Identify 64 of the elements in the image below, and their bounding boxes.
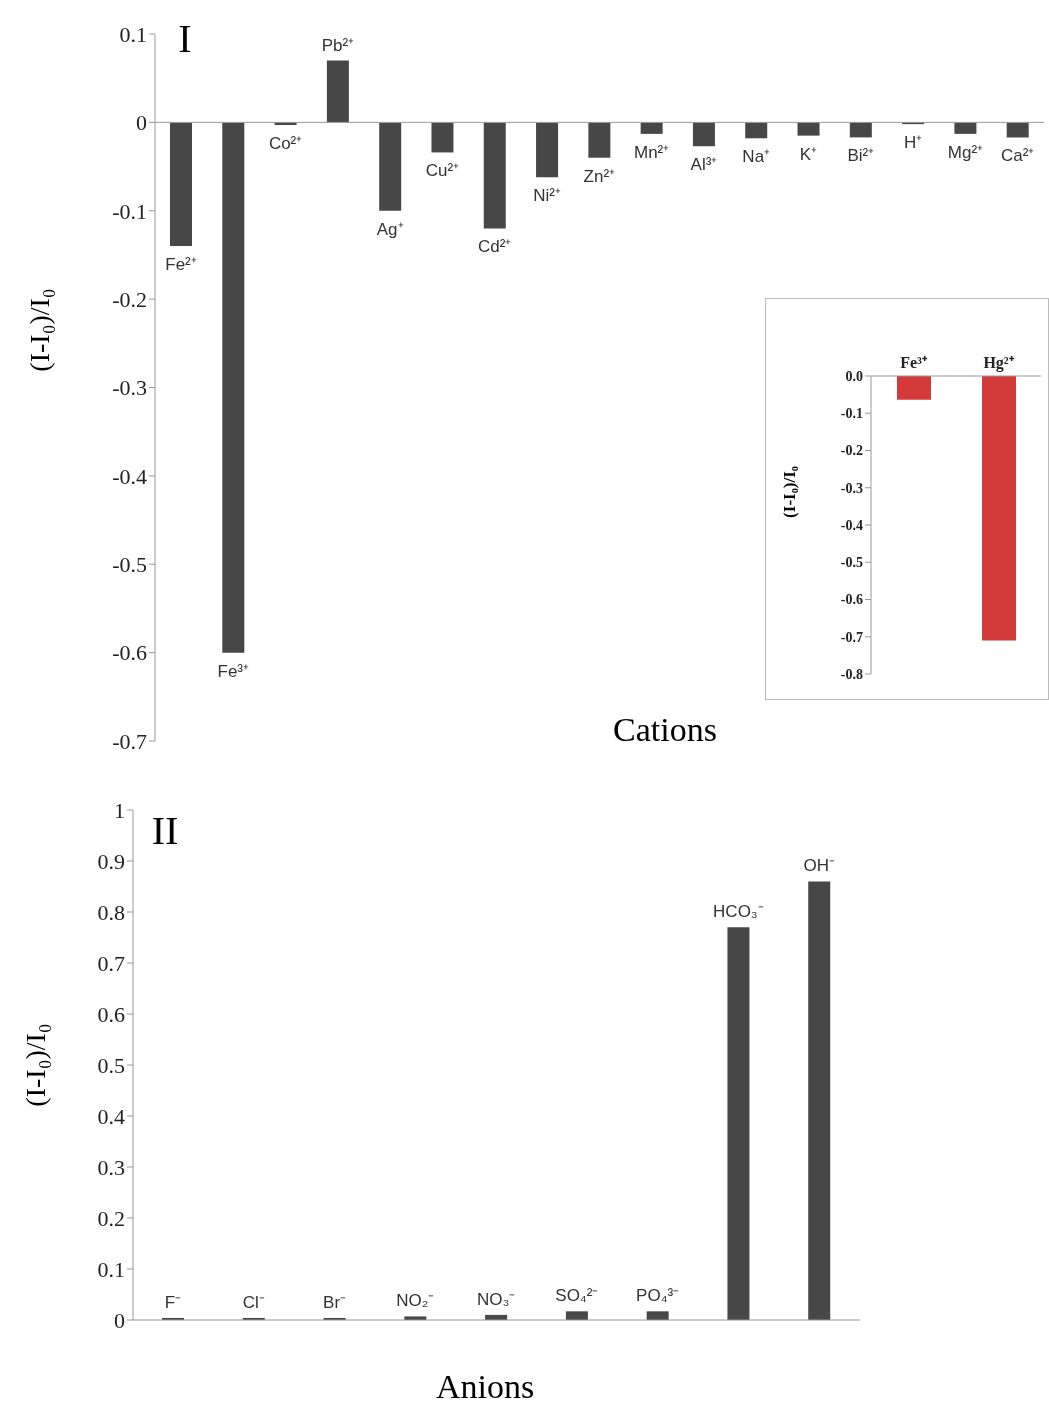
y-tick-label: -0.2 bbox=[840, 443, 863, 459]
x-tick-label: Ca²⁺ bbox=[1001, 146, 1035, 166]
x-axis-title: Cations bbox=[613, 711, 717, 749]
x-tick-label: Fe³⁺ bbox=[217, 661, 250, 681]
x-tick-label: Zn²⁺ bbox=[583, 166, 616, 186]
x-tick-label: Mg²⁺ bbox=[947, 142, 984, 162]
x-tick-label: Cd²⁺ bbox=[478, 237, 512, 257]
annotation: I bbox=[178, 14, 192, 62]
x-tick-label: SO₄²⁻ bbox=[555, 1286, 599, 1306]
x-tick-label: F⁻ bbox=[164, 1292, 182, 1312]
y-axis-title: (I-I₀)/I₀ bbox=[780, 466, 800, 518]
y-tick-label: -0.3 bbox=[840, 480, 863, 496]
y-tick-label: 0.5 bbox=[97, 1052, 125, 1078]
x-tick-label: Bi²⁺ bbox=[847, 146, 875, 166]
y-tick-label: 0.3 bbox=[97, 1154, 125, 1180]
x-tick-label: OH⁻ bbox=[803, 856, 835, 876]
x-tick-label: HCO₃⁻ bbox=[713, 902, 764, 922]
y-tick-label: -0.8 bbox=[840, 666, 863, 682]
y-tick-label: -0.4 bbox=[840, 517, 863, 533]
y-tick-label: -0.2 bbox=[112, 286, 147, 312]
y-tick-label: -0.5 bbox=[840, 555, 863, 571]
y-tick-label: -0.7 bbox=[112, 728, 147, 754]
y-tick-label: 0.0 bbox=[845, 368, 863, 384]
x-tick-label: Fe³⁺ bbox=[900, 354, 928, 371]
y-tick-label: 0.2 bbox=[97, 1205, 125, 1231]
x-tick-label: Br⁻ bbox=[323, 1292, 347, 1312]
x-tick-label: H⁺ bbox=[903, 133, 923, 153]
x-tick-label: Ag⁺ bbox=[376, 219, 404, 239]
x-tick-label: Al³⁺ bbox=[690, 155, 718, 175]
x-tick-label: Pb²⁺ bbox=[321, 35, 355, 55]
y-tick-label: -0.5 bbox=[112, 552, 147, 578]
y-tick-label: 0.1 bbox=[97, 1256, 125, 1282]
y-tick-label: -0.1 bbox=[840, 406, 863, 422]
y-tick-label: 0 bbox=[136, 110, 147, 136]
x-tick-label: Fe²⁺ bbox=[165, 255, 197, 275]
y-tick-label: 0.6 bbox=[97, 1001, 125, 1027]
y-tick-label: 0.1 bbox=[119, 21, 147, 47]
y-tick-label: 1 bbox=[114, 797, 125, 823]
y-tick-label: 0.8 bbox=[97, 899, 125, 925]
y-axis-title: (I-I₀)/I₀ bbox=[20, 1023, 52, 1107]
y-tick-label: 0 bbox=[114, 1307, 125, 1333]
y-tick-label: -0.6 bbox=[840, 592, 863, 608]
x-tick-label: Mn²⁺ bbox=[634, 142, 670, 162]
x-tick-label: NO₃⁻ bbox=[476, 1289, 516, 1309]
y-tick-label: 0.4 bbox=[97, 1103, 125, 1129]
annotation: II bbox=[151, 806, 179, 854]
x-tick-label: K⁺ bbox=[799, 144, 818, 164]
y-tick-label: 0.9 bbox=[97, 848, 125, 874]
y-tick-label: -0.7 bbox=[840, 629, 863, 645]
x-tick-label: Ni²⁺ bbox=[533, 186, 561, 206]
x-tick-label: Co²⁺ bbox=[268, 134, 303, 154]
x-tick-label: Cu²⁺ bbox=[425, 161, 460, 181]
y-tick-label: -0.6 bbox=[112, 640, 147, 666]
x-tick-label: Cl⁻ bbox=[242, 1292, 265, 1312]
x-tick-label: Na⁺ bbox=[742, 147, 771, 167]
y-tick-label: -0.1 bbox=[112, 198, 147, 224]
y-tick-label: 0.7 bbox=[97, 950, 125, 976]
y-axis-title: (I-I₀)/I₀ bbox=[24, 288, 56, 372]
x-tick-label: PO₄³⁻ bbox=[636, 1286, 680, 1306]
x-axis-title: Anions bbox=[435, 1368, 535, 1405]
x-tick-label: Hg²⁺ bbox=[983, 354, 1015, 372]
y-tick-label: -0.4 bbox=[112, 463, 147, 489]
y-tick-label: -0.3 bbox=[112, 375, 147, 401]
x-tick-label: NO₂⁻ bbox=[396, 1291, 435, 1311]
